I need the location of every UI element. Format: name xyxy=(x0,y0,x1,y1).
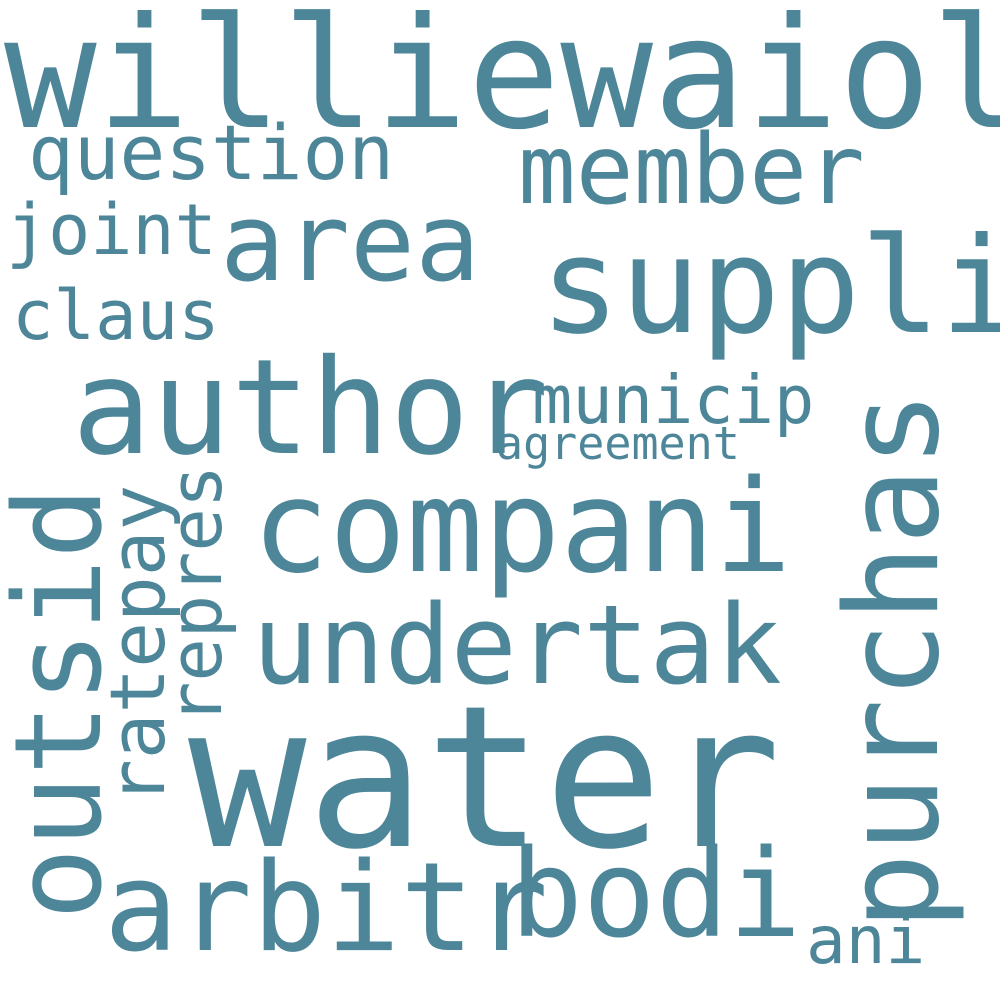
word-agreement: agreement xyxy=(496,417,740,470)
word-bodi: bodi xyxy=(510,824,802,965)
word-question: question xyxy=(28,108,395,197)
word-member: member xyxy=(518,114,865,226)
word-claus: claus xyxy=(12,276,220,356)
word-author: author xyxy=(72,331,549,485)
word-compani: compani xyxy=(252,453,792,602)
word-williewaiola: williewaiola xyxy=(4,0,1000,164)
word-arbitr: arbitr xyxy=(104,837,549,980)
word-area: area xyxy=(220,181,481,306)
word-ani: ani xyxy=(806,902,926,979)
word-water: water xyxy=(188,664,782,893)
word-undertak: undertak xyxy=(252,581,782,709)
word-municip: municip xyxy=(532,361,815,439)
word-purchas: purchas xyxy=(819,390,968,930)
word-joint: joint xyxy=(6,189,217,271)
word-suppli: suppli xyxy=(540,210,1000,364)
